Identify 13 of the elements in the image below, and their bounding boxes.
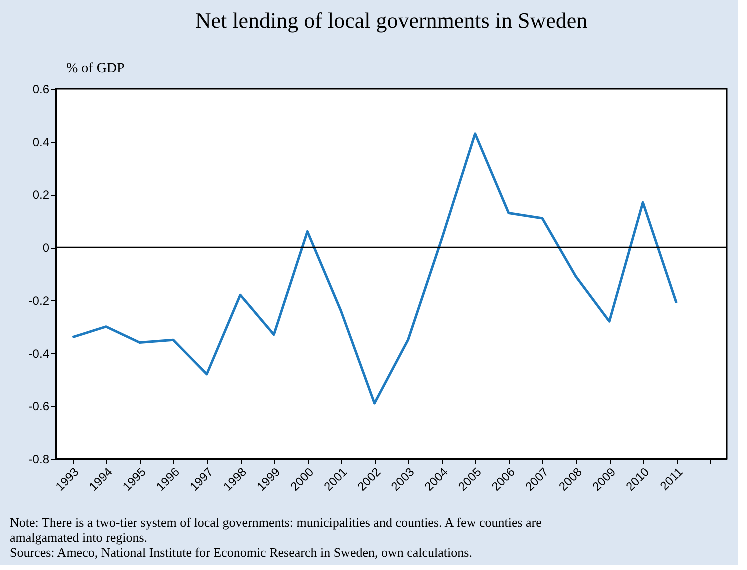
y-tick-label: -0.2 <box>28 294 50 308</box>
source-note: Sources: Ameco, National Institute for Economic Research in Sweden, own calculations. <box>10 545 472 560</box>
y-tick-label: 0.6 <box>32 82 50 96</box>
chart-title: Net lending of local governments in Sweden <box>195 8 588 33</box>
y-tick-label: 0 <box>42 241 50 256</box>
y-tick-label: 0.2 <box>32 188 50 202</box>
line-series <box>72 132 678 405</box>
text: Note: There is a two-tier system of local governments: municipalities and counties. A few counties are amalgamated into regions. <box>10 515 542 545</box>
y-tick-label: -0.8 <box>28 452 50 466</box>
y-axis-title: % of GDP <box>66 62 126 76</box>
y-tick-label: 0.4 <box>32 135 50 150</box>
y-tick-label: -0.4 <box>28 346 50 361</box>
y-tick-label: -0.6 <box>28 400 50 414</box>
